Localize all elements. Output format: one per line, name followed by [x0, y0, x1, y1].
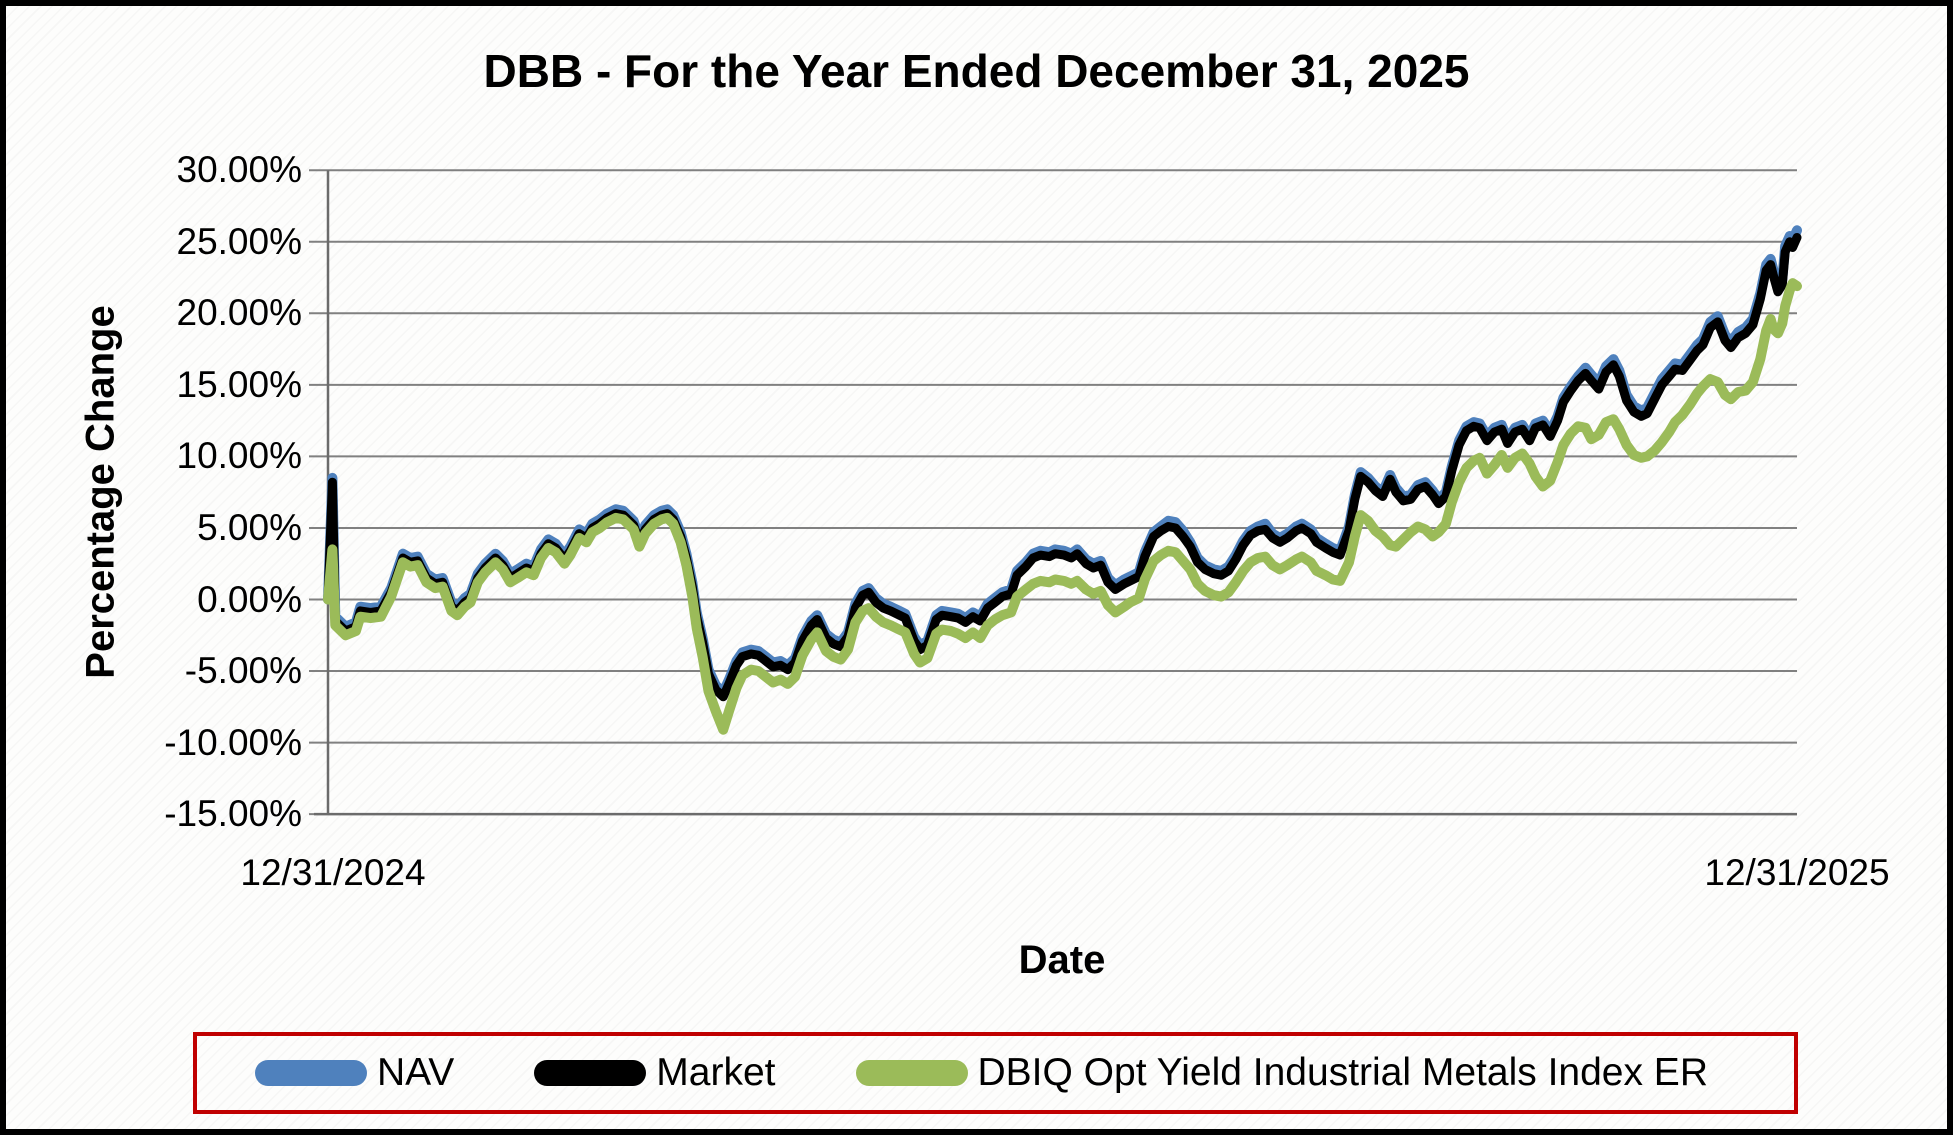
y-axis-tick-label: 0.00%: [197, 579, 302, 620]
y-axis-tick-label: 10.00%: [176, 435, 303, 476]
y-axis-tick-label: 5.00%: [197, 507, 302, 548]
legend-item-nav: NAV: [255, 1051, 454, 1095]
x-axis-end-label: 12/31/2025: [1704, 852, 1890, 893]
legend-label-index: DBIQ Opt Yield Industrial Metals Index E…: [977, 1051, 1709, 1094]
market-series-line: [323, 233, 1802, 702]
legend-item-market: Market: [534, 1051, 776, 1095]
legend-label-nav: NAV: [377, 1051, 455, 1094]
y-axis-tick-label: 30.00%: [176, 149, 303, 190]
y-axis-tick-label: -15.00%: [164, 793, 302, 834]
x-axis-start-label: 12/31/2024: [240, 852, 426, 893]
y-axis-tick-label: 20.00%: [176, 292, 303, 333]
legend-label-market: Market: [656, 1051, 776, 1094]
index-series-swatch-icon: [855, 1060, 968, 1086]
legend: NAV Market DBIQ Opt Yield Industrial Met…: [193, 1032, 1798, 1114]
chart-title: DBB - For the Year Ended December 31, 20…: [483, 45, 1470, 97]
y-axis-tick-label: -5.00%: [184, 650, 302, 691]
nav-series-line: [323, 225, 1802, 698]
index-series-line: [323, 278, 1802, 735]
x-axis-title: Date: [1018, 938, 1106, 982]
y-axis-tick-label: 25.00%: [176, 221, 303, 262]
market-series-swatch-icon: [534, 1060, 647, 1086]
legend-item-index: DBIQ Opt Yield Industrial Metals Index E…: [855, 1051, 1709, 1095]
y-axis-tick-label: 15.00%: [176, 364, 303, 405]
nav-series-swatch-icon: [255, 1060, 367, 1086]
y-axis-tick-label: -10.00%: [164, 722, 302, 763]
plot-area: [309, 169, 1802, 816]
